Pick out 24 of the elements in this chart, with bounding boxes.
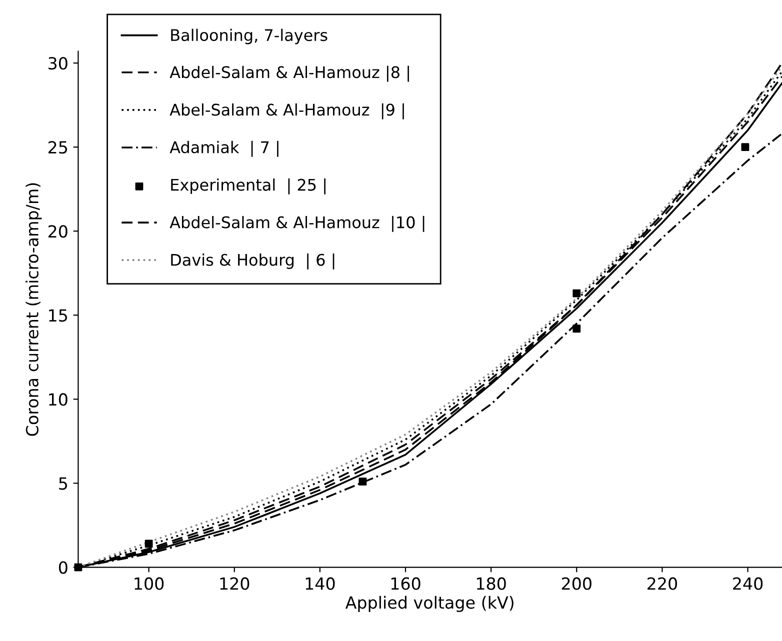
x-tick-label: 100 (134, 577, 164, 590)
y-tick-label: 15 (49, 309, 68, 322)
legend-label: Ballooning, 7-layers (171, 28, 328, 44)
y-tick-label: 0 (58, 561, 68, 574)
y-tick-label: 10 (49, 393, 68, 406)
y-tick-label: 30 (48, 57, 68, 70)
legend-label: Davis & Hoburg | 6 | (171, 253, 334, 270)
legend-label: Abdel-Salam & Al-Hamouz |8 | (170, 66, 409, 82)
x-tick-label: 120 (220, 577, 250, 590)
y-tick-label: 25 (48, 141, 68, 154)
y-tick-label: 5 (59, 477, 68, 490)
x-axis-title: Applied voltage (kV) (345, 596, 514, 612)
x-tick-label: 160 (391, 577, 420, 590)
y-axis-title: Corona current (micro-amp/m) (26, 183, 42, 436)
x-tick-label: 220 (648, 577, 678, 590)
legend-label: Abel-Salam & Al-Hamouz |9 | (170, 103, 404, 120)
x-tick-label: 240 (733, 577, 763, 590)
legend-label: Experimental | 25 | (171, 178, 326, 194)
legend-label: Adamiak | 7 | (170, 140, 278, 157)
x-tick-label: 140 (306, 577, 335, 590)
y-tick-label: 20 (48, 225, 68, 238)
x-tick-label: 180 (476, 577, 506, 590)
x-tick-label: 200 (562, 577, 592, 590)
legend-label: Abdel-Salam & Al-Hamouz |10 | (170, 216, 424, 232)
